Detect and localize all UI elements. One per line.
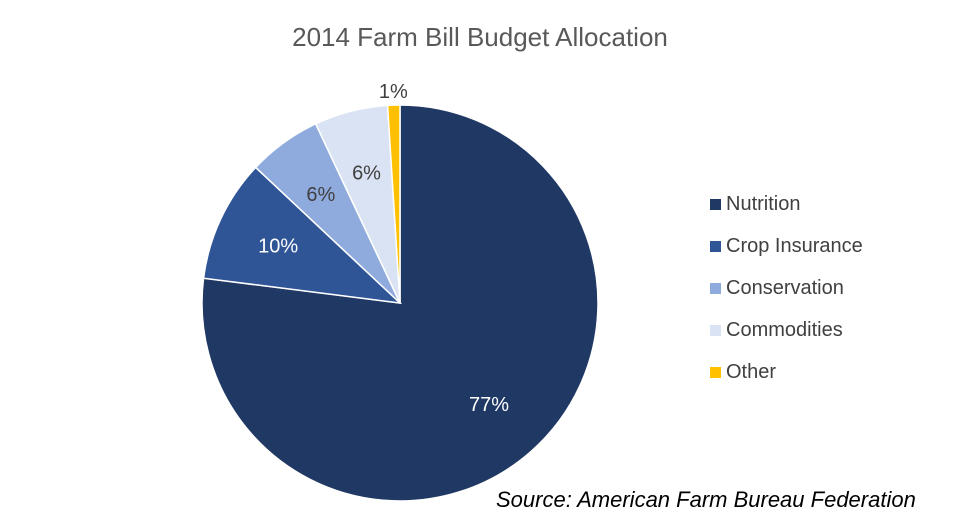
legend-label-other: Other: [726, 360, 777, 383]
legend-label-crop-insurance: Crop Insurance: [726, 234, 863, 257]
legend-label-nutrition: Nutrition: [726, 192, 801, 215]
source-note: Source: American Farm Bureau Federation: [496, 487, 916, 512]
legend-swatch-crop-insurance: [710, 240, 721, 252]
legend-swatch-nutrition: [710, 198, 721, 210]
legend-swatch-conservation: [710, 282, 721, 294]
data-label-commodities: 6%: [352, 163, 381, 185]
data-label-other: 1%: [379, 81, 408, 103]
legend-item-commodities: Commodities: [710, 309, 863, 351]
data-label-crop-insurance: 10%: [258, 236, 298, 258]
data-label-conservation: 6%: [306, 184, 335, 206]
pie-slice-crop-insurance: [202, 166, 403, 305]
legend-label-commodities: Commodities: [726, 318, 843, 341]
chart-title: 2014 Farm Bill Budget Allocation: [292, 22, 668, 52]
legend-swatch-other: [710, 366, 721, 378]
legend-label-conservation: Conservation: [726, 276, 844, 299]
pie-data-labels: 77% 10% 6% 6% 1%: [258, 81, 509, 416]
pie-slices: [201, 104, 599, 502]
legend-item-other: Other: [710, 351, 863, 393]
legend-item-conservation: Conservation: [710, 267, 863, 309]
legend-item-crop-insurance: Crop Insurance: [710, 225, 863, 267]
legend-item-nutrition: Nutrition: [710, 183, 863, 225]
data-label-nutrition: 77%: [469, 394, 509, 416]
pie-slice-other: [386, 104, 401, 304]
pie-slice-nutrition: [201, 104, 599, 502]
legend-swatch-commodities: [710, 324, 721, 336]
legend: Nutrition Crop Insurance Conservation Co…: [710, 183, 863, 393]
